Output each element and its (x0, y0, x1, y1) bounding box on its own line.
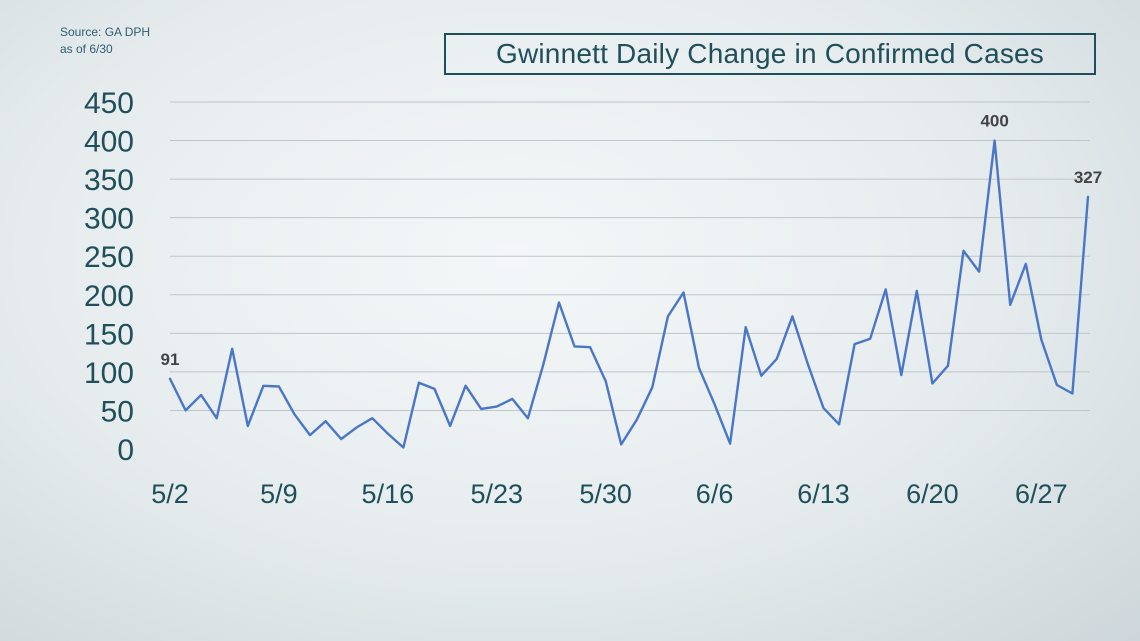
x-tick-label: 6/6 (696, 479, 734, 509)
as-of-line: as of 6/30 (60, 42, 113, 56)
y-tick-label: 0 (117, 434, 134, 467)
y-tick-label: 450 (84, 87, 134, 120)
series-layer (168, 139, 1090, 449)
y-tick-label: 200 (84, 280, 134, 313)
source-note: Source: GA DPH as of 6/30 (60, 24, 150, 58)
gridlines (170, 101, 1090, 411)
chart-title-box: Gwinnett Daily Change in Confirmed Cases (444, 33, 1096, 75)
x-tick-label: 6/20 (906, 479, 959, 509)
y-tick-label: 100 (84, 357, 134, 390)
x-tick-label: 5/23 (470, 479, 523, 509)
x-tick-label: 5/16 (362, 479, 415, 509)
x-tick-label: 6/13 (797, 479, 850, 509)
x-tick-label: 5/2 (151, 479, 189, 509)
y-tick-label: 250 (84, 241, 134, 274)
data-label: 91 (161, 350, 180, 369)
y-tick-label: 350 (84, 164, 134, 197)
data-label: 327 (1074, 168, 1102, 187)
series-line (168, 139, 1090, 449)
source-line: Source: GA DPH (60, 25, 151, 39)
data-label: 400 (980, 112, 1008, 131)
data-labels: 91 400 327 (161, 112, 1103, 369)
y-tick-label: 150 (84, 318, 134, 351)
x-axis-ticks: 5/2 5/9 5/16 5/23 5/30 6/6 6/13 6/20 6/27 (151, 479, 1067, 509)
x-tick-label: 5/9 (260, 479, 298, 509)
chart-title: Gwinnett Daily Change in Confirmed Cases (495, 38, 1045, 69)
y-tick-label: 300 (84, 203, 134, 236)
x-tick-label: 6/27 (1015, 479, 1068, 509)
y-axis-ticks: 0 50 100 150 200 250 300 350 400 450 (84, 87, 134, 467)
y-tick-label: 400 (84, 126, 134, 159)
x-tick-label: 5/30 (579, 479, 632, 509)
y-tick-label: 50 (101, 395, 134, 428)
